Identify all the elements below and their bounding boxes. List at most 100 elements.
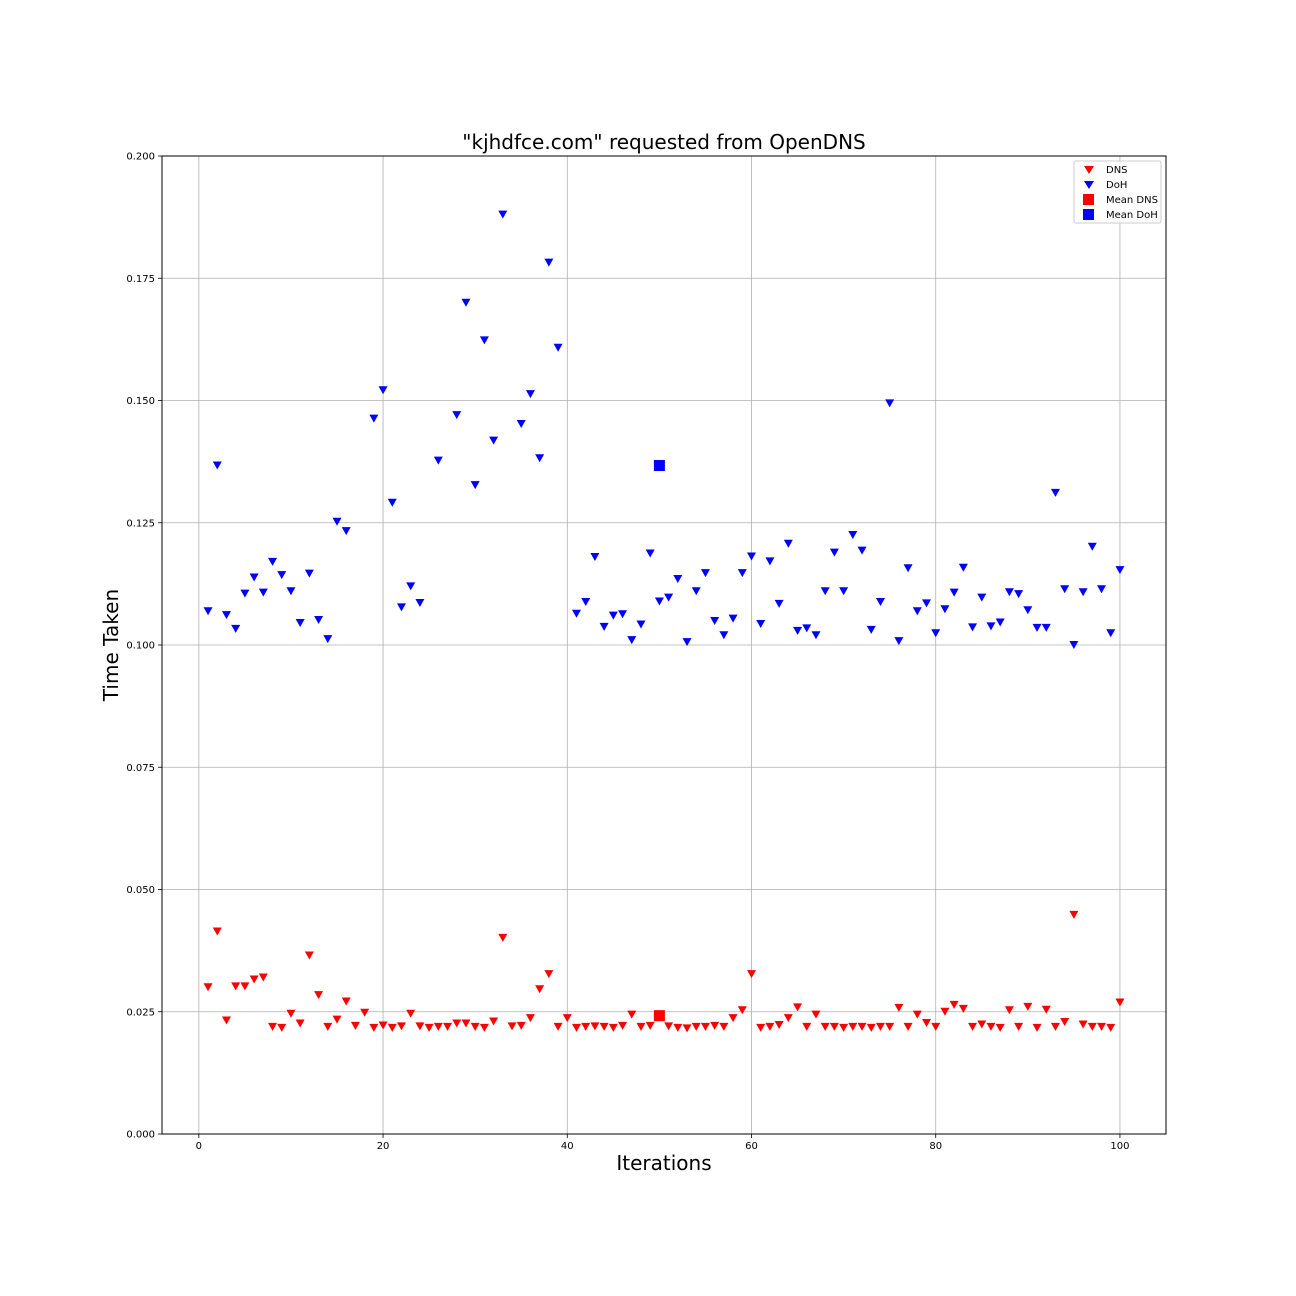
point-doh (1106, 629, 1116, 638)
point-dns (406, 1009, 416, 1018)
x-tick-label: 100 (1110, 1141, 1129, 1152)
point-doh (295, 618, 305, 627)
y-tick-label: 0.025 (126, 1007, 155, 1018)
point-doh (958, 563, 968, 572)
point-dns (535, 985, 545, 994)
point-doh (793, 626, 803, 635)
point-doh (857, 546, 867, 555)
legend-label-dns: DNS (1106, 165, 1128, 176)
x-tick-label: 20 (377, 1141, 390, 1152)
point-dns (360, 1008, 370, 1017)
point-doh (700, 569, 710, 578)
point-doh (406, 582, 416, 591)
point-dns (866, 1023, 876, 1032)
point-dns (1069, 910, 1079, 919)
point-dns (894, 1003, 904, 1012)
point-doh (995, 618, 1005, 627)
point-dns (240, 982, 250, 991)
point-doh (1115, 566, 1125, 575)
point-dns (590, 1022, 600, 1031)
point-doh (498, 210, 508, 219)
legend-label-mean-doh: Mean DoH (1106, 210, 1158, 221)
point-dns (903, 1022, 913, 1031)
point-doh (839, 587, 849, 596)
point-doh (387, 498, 397, 507)
y-axis-label: Time Taken (99, 589, 123, 702)
point-doh (571, 609, 581, 618)
point-doh (553, 343, 563, 352)
point-dns (1014, 1022, 1024, 1031)
point-doh (396, 603, 406, 612)
legend-marker-mean-doh (1083, 209, 1094, 220)
point-dns (396, 1022, 406, 1031)
point-dns (387, 1023, 397, 1032)
point-doh (912, 607, 922, 616)
x-axis-label: Iterations (616, 1151, 711, 1175)
data-points (203, 210, 1125, 1033)
point-doh (747, 552, 757, 561)
point-doh (489, 436, 499, 445)
point-doh (544, 258, 554, 267)
point-doh (903, 564, 913, 573)
point-doh (922, 599, 932, 608)
point-dns (1023, 1002, 1033, 1011)
point-doh (710, 617, 720, 626)
axis-ticks: 0 20 40 60 80 100 0.000 0.025 0.050 0.075 0.100 0.1… (126, 152, 1129, 1153)
point-doh (1041, 623, 1051, 632)
point-doh (802, 624, 812, 633)
point-dns (940, 1007, 950, 1016)
point-dns (489, 1017, 499, 1026)
point-doh (866, 625, 876, 634)
point-dns (645, 1021, 655, 1030)
point-mean-doh (653, 460, 665, 472)
point-dns (433, 1022, 443, 1031)
point-dns (931, 1022, 941, 1031)
point-doh (968, 623, 978, 632)
point-dns (848, 1022, 858, 1031)
point-doh (765, 557, 775, 566)
point-dns (995, 1023, 1005, 1032)
point-dns (249, 975, 259, 984)
point-dns (608, 1023, 618, 1032)
point-doh (728, 614, 738, 623)
point-doh (977, 593, 987, 602)
point-doh (590, 552, 600, 561)
legend: DNS DoH Mean DNS Mean DoH (1073, 160, 1162, 224)
point-dns (314, 991, 324, 1000)
point-doh (1014, 590, 1024, 599)
point-doh (719, 631, 729, 640)
point-dns (332, 1015, 342, 1024)
point-doh (618, 610, 628, 619)
point-dns (885, 1022, 895, 1031)
point-doh (277, 571, 287, 580)
point-doh (479, 336, 489, 345)
point-dns (286, 1009, 296, 1018)
point-doh (369, 414, 379, 423)
legend-marker-doh (1084, 181, 1094, 189)
legend-marker-mean-dns (1083, 194, 1094, 205)
point-doh (332, 517, 342, 526)
point-dns (1078, 1020, 1088, 1029)
point-dns (700, 1022, 710, 1031)
point-doh (452, 411, 462, 420)
point-dns (562, 1014, 572, 1023)
point-doh (1069, 641, 1079, 649)
point-doh (931, 629, 941, 638)
point-dns (277, 1023, 287, 1032)
point-dns (479, 1023, 489, 1032)
point-dns (977, 1020, 987, 1029)
y-tick-label: 0.125 (126, 518, 155, 529)
point-doh (829, 548, 839, 557)
point-dns (793, 1003, 803, 1012)
point-dns (507, 1022, 517, 1031)
point-dns (203, 983, 213, 992)
point-dns (424, 1023, 434, 1032)
point-doh (341, 527, 351, 536)
point-doh (949, 588, 959, 597)
point-doh (654, 597, 664, 606)
point-doh (608, 611, 618, 620)
point-dns (544, 970, 554, 979)
point-doh (986, 622, 996, 631)
point-doh (378, 386, 388, 395)
point-doh (249, 573, 259, 582)
